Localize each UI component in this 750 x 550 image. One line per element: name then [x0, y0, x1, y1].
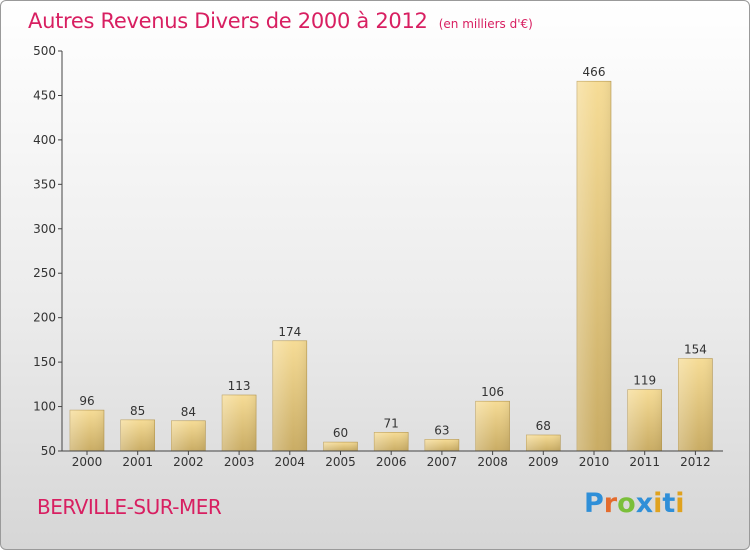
- y-tick-label-450: 450: [33, 88, 56, 102]
- bar-shine-2003: [222, 395, 257, 451]
- proxiti-logo: Proxiti: [584, 488, 685, 519]
- bar-shine-2005: [323, 442, 358, 451]
- chart-unit: (en milliers d'€): [438, 17, 533, 31]
- y-tick-label-150: 150: [33, 355, 56, 369]
- y-tick-label-300: 300: [33, 222, 56, 236]
- y-tick-label-250: 250: [33, 266, 56, 280]
- logo-letter: P: [584, 488, 604, 519]
- value-label-2000: 96: [79, 394, 94, 408]
- value-label-2005: 60: [333, 426, 348, 440]
- logo-letter: i: [653, 488, 663, 519]
- logo-letter: t: [662, 488, 676, 519]
- value-label-2006: 71: [384, 416, 399, 430]
- x-tick-label-2001: 2001: [122, 455, 153, 469]
- bar-shine-2002: [171, 420, 206, 451]
- y-tick-label-350: 350: [33, 177, 56, 191]
- x-tick-label-2005: 2005: [325, 455, 356, 469]
- bar-shine-2011: [627, 389, 662, 451]
- bar-shine-2004: [272, 340, 307, 451]
- x-tick-label-2000: 2000: [72, 455, 103, 469]
- bar-shine-2009: [526, 435, 561, 451]
- y-tick-label-200: 200: [33, 311, 56, 325]
- y-tick-label-50: 50: [41, 444, 56, 458]
- x-tick-label-2010: 2010: [579, 455, 610, 469]
- logo-letter: o: [617, 488, 636, 519]
- logo-letter: i: [675, 488, 685, 519]
- x-tick-label-2012: 2012: [680, 455, 711, 469]
- title-row: Autres Revenus Divers de 2000 à 2012 (en…: [28, 9, 533, 33]
- y-tick-label-500: 500: [33, 44, 56, 58]
- chart-title: Autres Revenus Divers de 2000 à 2012: [28, 9, 428, 33]
- value-label-2010: 466: [583, 65, 606, 79]
- bar-shine-2012: [678, 358, 713, 451]
- x-tick-label-2002: 2002: [173, 455, 204, 469]
- value-label-2008: 106: [481, 385, 504, 399]
- x-tick-label-2003: 2003: [224, 455, 255, 469]
- x-tick-label-2011: 2011: [629, 455, 660, 469]
- value-label-2004: 174: [278, 325, 301, 339]
- y-tick-label-100: 100: [33, 400, 56, 414]
- y-tick-label-400: 400: [33, 133, 56, 147]
- bar-shine-2010: [577, 81, 611, 451]
- bar-shine-2000: [70, 410, 104, 451]
- value-label-2009: 68: [536, 419, 551, 433]
- bar-shine-2006: [374, 432, 409, 451]
- value-label-2002: 84: [181, 405, 196, 419]
- value-label-2001: 85: [130, 404, 145, 418]
- bar-shine-2007: [424, 439, 459, 451]
- x-tick-label-2008: 2008: [477, 455, 508, 469]
- value-label-2007: 63: [434, 423, 449, 437]
- x-tick-label-2007: 2007: [427, 455, 458, 469]
- logo-letter: x: [635, 488, 654, 519]
- x-tick-label-2004: 2004: [275, 455, 306, 469]
- logo-letter: r: [603, 488, 618, 519]
- commune-name: BERVILLE-SUR-MER: [37, 495, 222, 519]
- bar-shine-2008: [475, 401, 510, 451]
- bars-group: 96 85 84 113 174 60 71 63 106 68 466 119 154: [69, 65, 713, 452]
- bar-shine-2001: [120, 419, 155, 451]
- value-label-2012: 154: [684, 343, 707, 357]
- x-tick-label-2009: 2009: [528, 455, 559, 469]
- value-label-2003: 113: [228, 379, 251, 393]
- value-label-2011: 119: [633, 374, 656, 388]
- axes-group: 2000 2001 2002 2003 2004 2005 2006 2007 2008 2009…: [33, 44, 723, 469]
- x-tick-label-2006: 2006: [376, 455, 407, 469]
